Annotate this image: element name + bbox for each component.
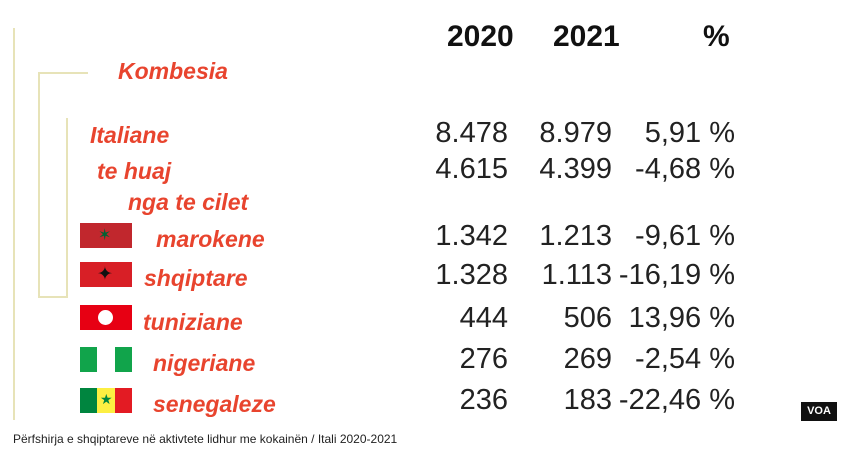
value-2020: 276 [459, 343, 508, 375]
value-2020: 236 [459, 384, 508, 416]
value-2021: 183 [563, 384, 612, 416]
morocco-flag-icon [80, 223, 132, 248]
bracket-line [66, 118, 68, 298]
row-label: Italiane [90, 122, 170, 148]
bracket-line [38, 72, 40, 296]
nigeria-flag-icon [80, 347, 132, 372]
row-label: shqiptare [144, 265, 248, 291]
row-label: senegaleze [153, 391, 276, 417]
value-2021: 269 [563, 343, 612, 375]
value-pct: -16,19 % [618, 259, 735, 291]
senegal-flag-icon [80, 388, 132, 413]
row-label: te huaj [97, 158, 172, 184]
bracket-line [13, 28, 15, 420]
value-pct: 5,91 % [644, 117, 735, 149]
bracket-line [38, 296, 68, 298]
value-2020: 8.478 [435, 117, 508, 149]
bracket-line [38, 72, 88, 74]
value-pct: 13,96 % [628, 302, 735, 334]
value-pct: -22,46 % [618, 384, 735, 416]
tunisia-flag-icon [80, 305, 132, 330]
albania-flag-icon [80, 262, 132, 287]
table-image: 2020 2021 % Kombesia Italiane 8.478 8.97… [0, 0, 845, 425]
voa-badge: VOA [801, 402, 837, 421]
image-caption: Përfshirja e shqiptareve në aktivtete li… [13, 432, 398, 446]
header-percent: % [703, 20, 730, 53]
label-kombesia: Kombesia [118, 58, 228, 84]
label-nga-te-cilet: nga te cilet [128, 189, 249, 215]
value-pct: -9,61 % [635, 220, 735, 252]
row-label: nigeriane [153, 350, 256, 376]
value-2020: 444 [459, 302, 508, 334]
value-2020: 1.342 [435, 220, 508, 252]
row-label: marokene [156, 226, 265, 252]
value-2020: 4.615 [435, 153, 508, 185]
header-2020: 2020 [447, 20, 514, 53]
value-2021: 506 [563, 302, 612, 334]
value-pct: -4,68 % [635, 153, 735, 185]
value-2021: 1.113 [541, 259, 612, 291]
header-2021: 2021 [553, 20, 620, 53]
value-2021: 1.213 [539, 220, 612, 252]
value-2021: 4.399 [539, 153, 612, 185]
value-2020: 1.328 [435, 259, 508, 291]
value-pct: -2,54 % [635, 343, 735, 375]
row-label: tuniziane [143, 309, 243, 335]
value-2021: 8.979 [539, 117, 612, 149]
